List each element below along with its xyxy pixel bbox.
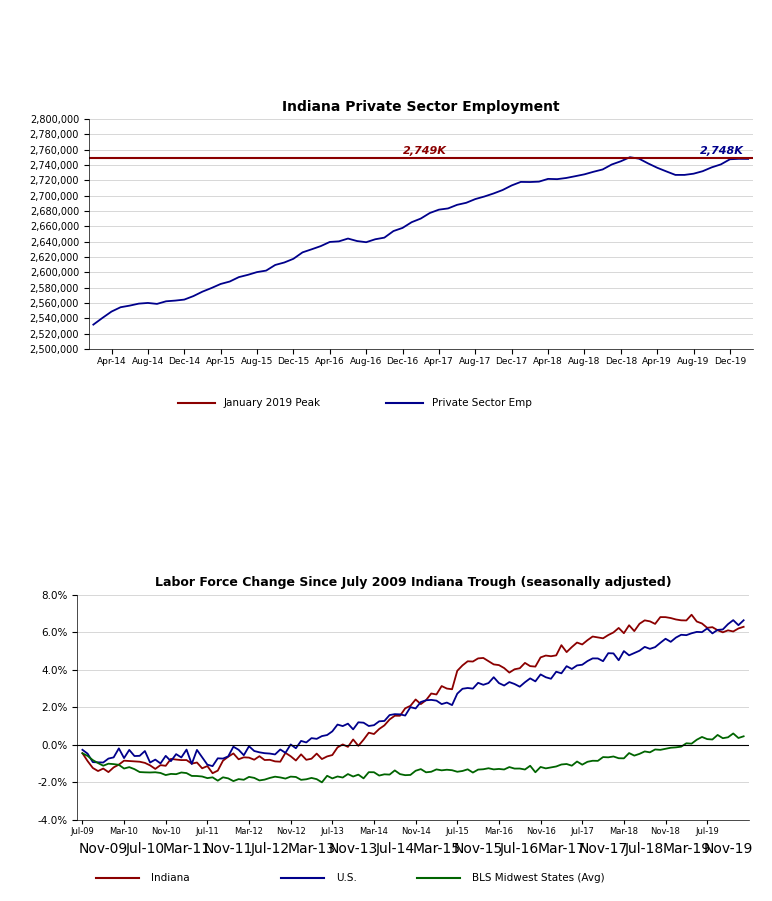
BLS Midwest States (Avg) [651,744,660,755]
Text: BLS Midwest States (Avg): BLS Midwest States (Avg) [472,873,605,884]
Title: Indiana Private Sector Employment: Indiana Private Sector Employment [282,100,560,114]
U.S. [729,614,738,625]
U.S. [245,741,254,751]
Text: Indiana: Indiana [151,873,190,884]
Text: U.S.: U.S. [337,873,357,884]
U.S. [327,726,337,737]
Indiana [718,627,727,638]
BLS Midwest States (Avg) [739,731,748,742]
Line: Indiana: Indiana [83,614,743,773]
Indiana [427,688,436,699]
BLS Midwest States (Avg) [713,730,723,741]
U.S. [713,624,723,635]
Text: Private Sector Emp: Private Sector Emp [432,398,532,408]
BLS Midwest States (Avg) [354,769,363,780]
Text: 2,749K: 2,749K [402,146,446,156]
U.S. [208,760,217,771]
U.S. [651,642,660,652]
Indiana [78,748,87,759]
U.S. [354,717,363,728]
Indiana [208,768,217,778]
BLS Midwest States (Avg) [327,773,337,784]
BLS Midwest States (Avg) [427,767,436,778]
Indiana [739,622,748,633]
BLS Midwest States (Avg) [78,748,87,759]
Text: January 2019 Peak: January 2019 Peak [224,398,321,408]
Text: 2,748K: 2,748K [699,146,743,156]
Indiana [651,618,660,629]
Text: February 2020 total private employment is 1,300 below the January 2019 peak.: February 2020 total private employment i… [27,25,745,40]
Text: Indiana’s February seasonally-adjusted labor force is now at 3,396,036 and the n: Indiana’s February seasonally-adjusted l… [32,455,740,515]
Text: February 2020 total private employment is 1,300 below the January 2019 peak.: February 2020 total private employment i… [27,25,745,40]
BLS Midwest States (Avg) [317,777,327,787]
BLS Midwest States (Avg) [729,728,738,739]
Indiana [354,741,363,751]
U.S. [78,744,87,755]
Title: Labor Force Change Since July 2009 Indiana Trough (seasonally adjusted): Labor Force Change Since July 2009 India… [154,577,672,589]
Indiana [327,750,337,760]
Line: U.S.: U.S. [83,620,743,766]
Indiana [245,752,254,763]
U.S. [427,695,436,705]
Indiana [687,609,696,620]
BLS Midwest States (Avg) [239,774,249,785]
U.S. [739,614,748,625]
Line: BLS Midwest States (Avg): BLS Midwest States (Avg) [83,733,743,782]
